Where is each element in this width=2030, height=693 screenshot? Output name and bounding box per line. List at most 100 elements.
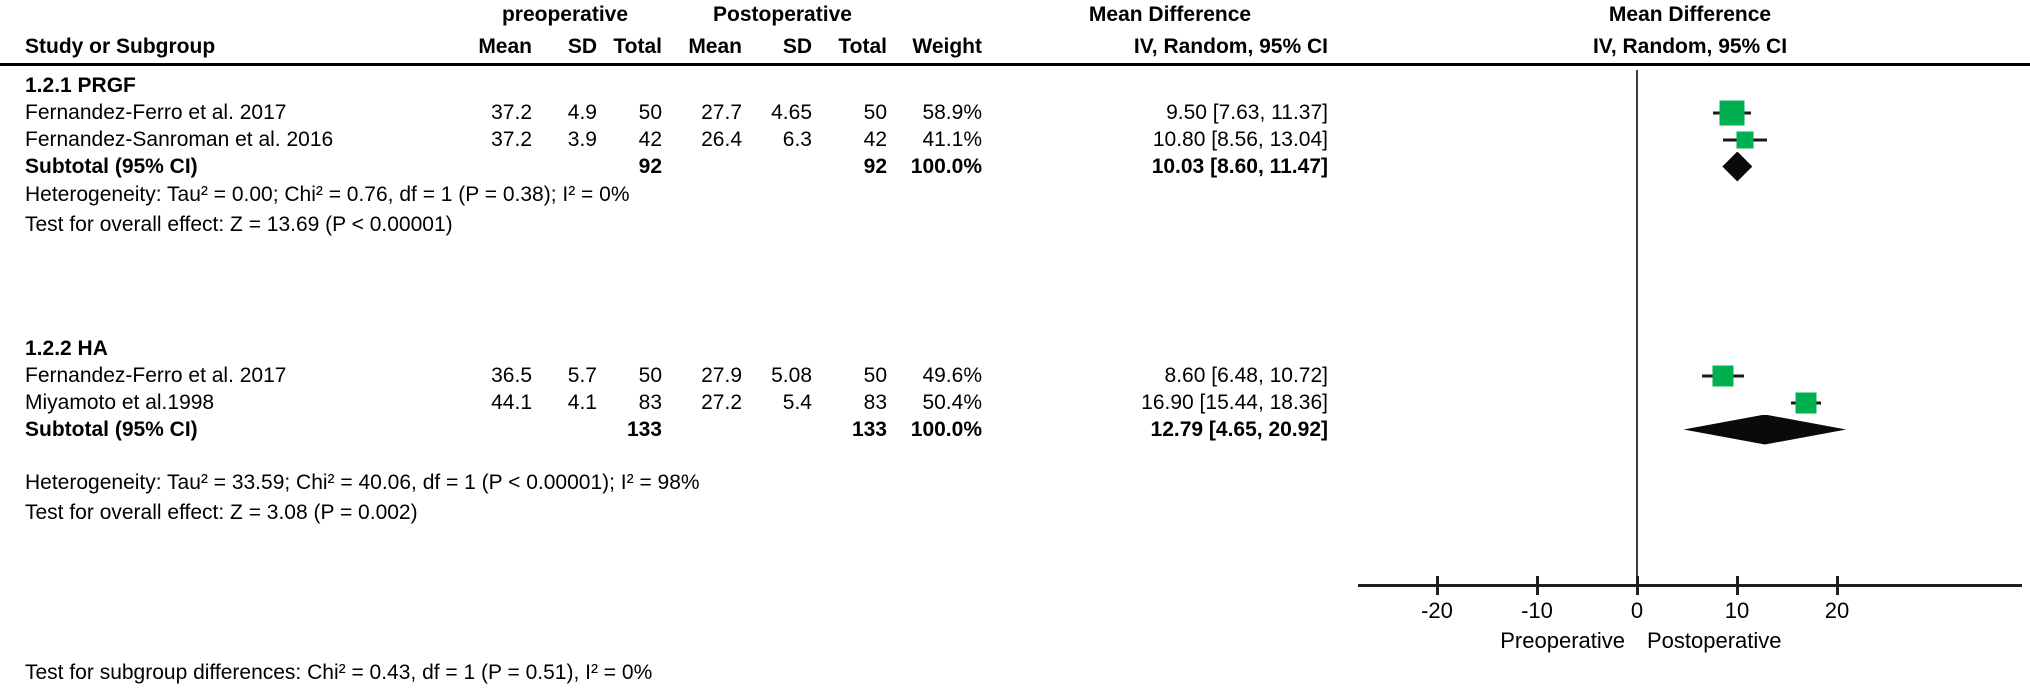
x-axis-tick [1736,576,1739,595]
ci-col-header: IV, Random, 95% CI [1133,34,1328,58]
pre-total: 50 [638,364,662,387]
total1-col-header: Total [613,34,662,58]
pre-mean: 37.2 [491,128,532,151]
subtotal-diamond [1683,414,1847,445]
table-body: 1.2.1 PRGF Fernandez-Ferro et al. 2017 37.… [0,66,2030,528]
total2-col-header: Total [838,34,887,58]
study-marker-cell [1350,389,2030,416]
study-label: Subtotal (95% CI) [25,155,198,178]
effect-square [1795,392,1817,413]
md-ci-text: 16.90 [15.44, 18.36] [1141,391,1328,414]
pre-total: 42 [638,128,662,151]
subtotal-diamond-cell [1350,151,2030,182]
post-sd: 4.65 [771,101,812,124]
pre-sd: 5.7 [567,364,597,387]
plot-col-header: Mean Difference [1608,3,1772,26]
md-ci-text: 8.60 [6.48, 10.72] [1164,364,1328,387]
post-mean: 27.7 [701,101,742,124]
md-ci-text: 10.03 [8.60, 11.47] [1151,155,1328,178]
weight-col-header: Weight [912,34,982,58]
favours-left-label: Preoperative [1500,628,1625,653]
post-total: 42 [863,128,887,151]
study-row: Fernandez-Ferro et al. 2017 37.2 4.9 50 27.7… [0,99,2030,126]
study-marker-cell [1350,126,2030,153]
subtotal-diamond [1722,151,1753,182]
x-axis-tick-label: -10 [1521,598,1553,623]
mean2-col-header: Mean [688,34,742,58]
md-ci-text: 9.50 [7.63, 11.37] [1166,101,1328,124]
statistics-text-row: Heterogeneity: Tau² = 0.00; Chi² = 0.76,… [0,180,2030,210]
pre-total: 50 [638,101,662,124]
subgroup-label: 1.2.1 PRGF [25,74,136,97]
subtotal-row: Subtotal (95% CI) 92 92 100.0% 10.03 [8.60, … [0,151,2030,182]
md-ci-text: 12.79 [4.65, 20.92] [1150,418,1328,441]
weight: 58.9% [922,101,982,124]
post-total: 92 [863,155,887,178]
post-total: 50 [863,101,887,124]
study-row: Fernandez-Sanroman et al. 2016 37.2 3.9 42 2… [0,126,2030,153]
sd1-col-header: SD [567,34,597,58]
post-mean: 27.2 [701,391,742,414]
table-header: preoperative Postoperative Mean Differen… [0,0,2030,66]
x-axis-tick-label: 0 [1630,598,1644,623]
subgroup-header-row: 1.2.1 PRGF [0,72,2030,99]
pre-total: 92 [638,155,662,178]
statistics-text: Heterogeneity: Tau² = 0.00; Chi² = 0.76,… [25,183,630,206]
statistics-text-row: Test for overall effect: Z = 13.69 (P < … [0,210,2030,240]
subgroup-label: 1.2.2 HA [25,337,108,360]
sd2-col-header: SD [782,34,812,58]
weight: 100.0% [910,155,982,178]
statistics-text-row: Test for overall effect: Z = 3.08 (P = 0… [0,498,2030,528]
study-row: Miyamoto et al.1998 44.1 4.1 83 27.2 5.4 83 50.… [0,389,2030,416]
subgroup-differences-test: Test for subgroup differences: Chi² = 0.… [25,661,653,684]
study-label: Fernandez-Ferro et al. 2017 [25,364,287,387]
weight: 41.1% [922,128,982,151]
statistics-text: Test for overall effect: Z = 3.08 (P = 0… [25,501,418,524]
weight: 49.6% [922,364,982,387]
group1-header: preoperative [501,3,629,26]
effect-square [1712,365,1734,386]
pre-sd: 4.9 [567,101,597,124]
group2-header: Postoperative [713,3,852,26]
x-axis-line [1358,584,2022,587]
post-total: 133 [851,418,887,441]
spacer-row [0,443,2030,468]
spacer-row [0,240,2030,335]
effect-col-header: Mean Difference [1088,3,1252,26]
study-marker-cell [1350,362,2030,389]
pre-mean: 37.2 [491,101,532,124]
effect-square [1719,100,1745,125]
x-axis-tick-label: 10 [1724,598,1750,623]
post-total: 50 [863,364,887,387]
study-marker-cell [1350,99,2030,126]
subgroup-header-row: 1.2.2 HA [0,335,2030,362]
study-row: Fernandez-Ferro et al. 2017 36.5 5.7 50 27.9… [0,362,2030,389]
x-axis-tick [1636,576,1639,595]
x-axis-tick [1436,576,1439,595]
study-label: Fernandez-Ferro et al. 2017 [25,101,287,124]
study-col-header: Study or Subgroup [25,34,216,58]
post-mean: 27.9 [701,364,742,387]
post-sd: 6.3 [782,128,812,151]
weight: 100.0% [910,418,982,441]
mean1-col-header: Mean [478,34,532,58]
statistics-text: Heterogeneity: Tau² = 33.59; Chi² = 40.0… [25,471,700,494]
pre-sd: 4.1 [567,391,597,414]
x-axis-tick [1836,576,1839,595]
study-label: Subtotal (95% CI) [25,418,198,441]
post-sd: 5.4 [782,391,812,414]
x-axis-tick-label: 20 [1824,598,1850,623]
study-label: Fernandez-Sanroman et al. 2016 [25,128,334,151]
post-sd: 5.08 [771,364,812,387]
favours-right-label: Postoperative [1647,628,1782,653]
pre-total: 133 [626,418,662,441]
study-label: Miyamoto et al.1998 [25,391,215,414]
pre-mean: 44.1 [491,391,532,414]
md-ci-text: 10.80 [8.56, 13.04] [1152,128,1328,151]
pre-sd: 3.9 [567,128,597,151]
effect-square [1736,131,1754,148]
x-axis-tick [1536,576,1539,595]
plot-sub-header: IV, Random, 95% CI [1592,34,1788,58]
pre-mean: 36.5 [491,364,532,387]
